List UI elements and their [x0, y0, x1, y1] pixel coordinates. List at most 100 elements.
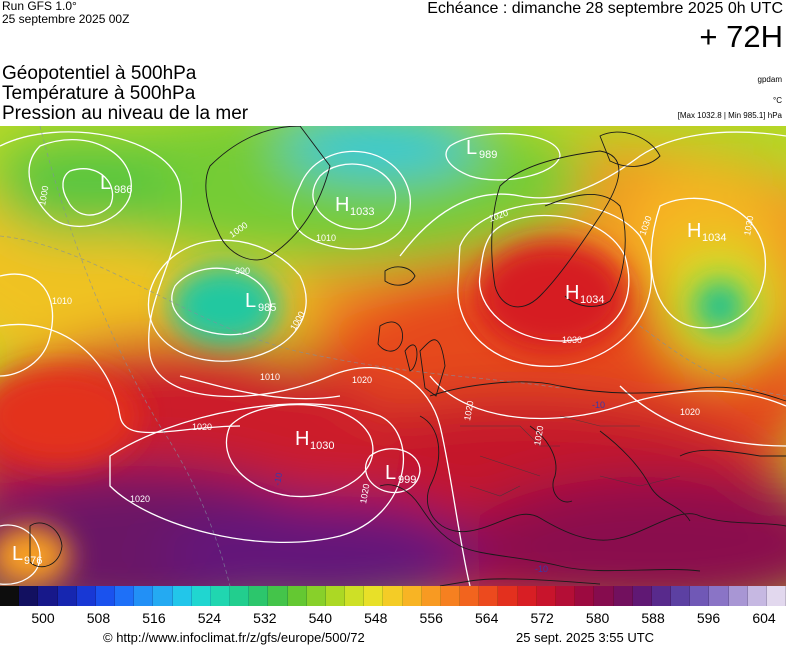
color-scale [0, 586, 786, 606]
center-letter: L [466, 137, 477, 159]
isobar-label: 1030 [562, 335, 582, 345]
center-letter: H [565, 282, 579, 304]
color-scale-swatch [325, 586, 346, 606]
color-scale-swatch [671, 586, 691, 606]
center-value: 999 [398, 474, 416, 486]
color-scale-tick: 596 [696, 610, 721, 626]
isobars [0, 131, 786, 586]
isobar-label: 1020 [532, 425, 545, 446]
color-scale-tick: 564 [475, 610, 499, 626]
color-scale-swatch [709, 586, 729, 606]
color-scale-swatch [153, 586, 173, 606]
low-center: L 989 [466, 137, 497, 161]
temperature-label: -10 [592, 400, 605, 410]
title-pressure: Pression au niveau de la mer [2, 103, 249, 124]
color-scale-tick: 524 [197, 610, 222, 626]
color-scale-swatch [421, 586, 441, 606]
color-scale-swatch [460, 586, 480, 606]
color-scale-swatch [19, 586, 39, 606]
color-scale-swatch [402, 586, 422, 606]
color-scale-swatch [498, 586, 518, 606]
color-scale-swatch [440, 586, 461, 606]
color-scale-tick: 572 [530, 610, 554, 626]
color-scale-swatch [0, 586, 20, 606]
title-geopotential: Géopotentiel à 500hPa [2, 63, 197, 84]
color-scale-swatch [95, 586, 116, 606]
color-scale-swatch [230, 586, 250, 606]
color-scale-swatch [38, 586, 58, 606]
high-center: H 1033 [335, 194, 374, 218]
color-scale-swatch [249, 586, 269, 606]
isobar-label: 1020 [358, 483, 371, 504]
coastlines [29, 126, 786, 586]
isobar-label: 990 [235, 266, 250, 276]
pressure-range: [Max 1032.8 | Min 985.1] hPa [677, 111, 782, 120]
center-letter: L [12, 543, 23, 565]
color-scale-tick: 508 [86, 610, 111, 626]
generated-timestamp: 25 sept. 2025 3:55 UTC [516, 630, 655, 645]
color-scale-swatch [364, 586, 384, 606]
color-scale-tick: 532 [253, 610, 277, 626]
color-scale-tick: 604 [752, 610, 776, 626]
color-scale-swatch [651, 586, 672, 606]
temperature-label: -10 [272, 472, 284, 487]
color-scale-swatch [575, 586, 595, 606]
isobar-label: 1020 [192, 422, 212, 432]
color-scale-tick: 588 [641, 610, 665, 626]
color-scale-swatch [57, 586, 77, 606]
center-value: 989 [479, 149, 497, 161]
color-scale-swatch [690, 586, 710, 606]
center-letter: L [385, 462, 396, 484]
center-letter: H [335, 194, 349, 216]
center-letter: L [100, 172, 111, 194]
color-scale-swatch [134, 586, 154, 606]
isobar-label: 1010 [316, 233, 336, 243]
color-scale-swatch [191, 586, 211, 606]
color-scale-tick: 580 [585, 610, 610, 626]
unit-geopotential: gpdam [757, 75, 782, 84]
pressure-centers: L 986 H 1033 L 989 L 985 H 1034 H 1034 H 1030 L… [12, 137, 726, 567]
high-center: H 1034 [565, 282, 604, 306]
color-scale-swatch [632, 586, 652, 606]
center-value: 1034 [580, 294, 604, 306]
high-center: H 1034 [687, 220, 726, 244]
color-scale-swatch [728, 586, 748, 606]
color-scale-tick: 540 [308, 610, 332, 626]
center-value: 976 [24, 555, 42, 567]
center-letter: H [687, 220, 701, 242]
color-scale-swatch [172, 586, 192, 606]
temperature-label: -10 [535, 564, 548, 574]
low-center: L 976 [12, 543, 42, 567]
color-scale-tick: 516 [142, 610, 166, 626]
unit-temperature: °C [773, 96, 782, 105]
high-center: H 1030 [295, 428, 334, 452]
color-scale-swatch [479, 586, 499, 606]
isobar-label: 1020 [462, 400, 475, 421]
center-letter: H [295, 428, 309, 450]
color-scale-ticks: 500 508 516 524 532 540 548 556 564 572 580 588 596 6… [0, 610, 786, 628]
valid-time: Echéance : dimanche 28 septembre 2025 0h… [427, 0, 783, 17]
center-value: 1034 [702, 232, 726, 244]
color-scale-tick: 556 [419, 610, 443, 626]
center-value: 986 [114, 184, 132, 196]
low-center: L 985 [245, 290, 276, 314]
color-scale-swatch [613, 586, 633, 606]
isobar-label: 1010 [260, 372, 280, 382]
color-scale-swatch [555, 586, 576, 606]
isobar-label: 1030 [742, 215, 755, 236]
center-letter: L [245, 290, 256, 312]
color-scale-swatch [76, 586, 96, 606]
center-value: 1033 [350, 206, 374, 218]
color-scale-swatch [747, 586, 767, 606]
color-scale-swatch [594, 586, 614, 606]
title-temperature: Température à 500hPa [2, 83, 196, 104]
color-scale-tick: 500 [31, 610, 55, 626]
color-field [0, 126, 786, 586]
center-value: 1030 [310, 440, 334, 452]
weather-map: L 986 H 1033 L 989 L 985 H 1034 H 1034 H 1030 L… [0, 126, 786, 586]
credit-url: © http://www.infoclimat.fr/z/gfs/europe/… [103, 630, 365, 645]
color-scale-swatch [268, 586, 288, 606]
color-scale-tick: 548 [364, 610, 388, 626]
isobar-label: 1020 [352, 375, 372, 385]
color-scale-swatch [517, 586, 537, 606]
